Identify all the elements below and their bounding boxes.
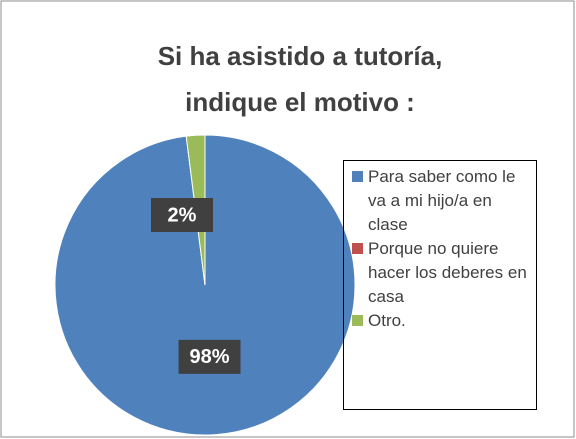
legend-label: Otro.	[368, 311, 406, 330]
data-label-bg	[178, 339, 241, 374]
data-label: 98%	[190, 346, 230, 368]
legend-swatch	[352, 315, 363, 326]
legend-item: Porque no quiere hacer los deberes en ca…	[352, 237, 532, 309]
legend-label: Para saber como le va a mi hijo/a en cla…	[368, 167, 516, 234]
legend-swatch	[352, 243, 363, 254]
chart-title: indique el motivo :	[185, 87, 415, 117]
legend-label: Porque no quiere hacer los deberes en ca…	[368, 239, 527, 306]
chart-title: Si ha asistido a tutoría,	[158, 41, 443, 71]
data-label: 2%	[168, 204, 197, 226]
data-label-bg	[151, 198, 213, 232]
legend: Para saber como le va a mi hijo/a en cla…	[343, 160, 537, 410]
legend-swatch	[352, 171, 363, 182]
legend-item: Para saber como le va a mi hijo/a en cla…	[352, 165, 532, 237]
legend-item: Otro.	[352, 309, 532, 333]
